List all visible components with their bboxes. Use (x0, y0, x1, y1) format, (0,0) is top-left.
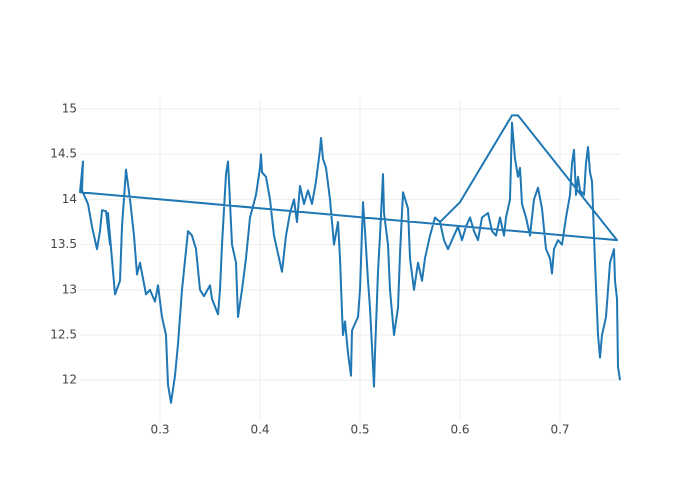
y-tick-label: 13 (62, 282, 77, 296)
y-tick-label: 14.5 (50, 147, 77, 161)
y-tick-label: 12 (62, 373, 77, 387)
y-tick-label: 13.5 (50, 237, 77, 251)
x-tick-label: 0.6 (450, 423, 469, 437)
x-tick-label: 0.5 (350, 423, 369, 437)
y-tick-label: 12.5 (50, 328, 77, 342)
x-tick-label: 0.7 (550, 423, 569, 437)
x-tick-label: 0.3 (150, 423, 169, 437)
y-tick-label: 14 (62, 192, 77, 206)
y-tick-label: 15 (62, 102, 77, 116)
data-line (79, 114, 621, 404)
x-tick-label: 0.4 (250, 423, 269, 437)
